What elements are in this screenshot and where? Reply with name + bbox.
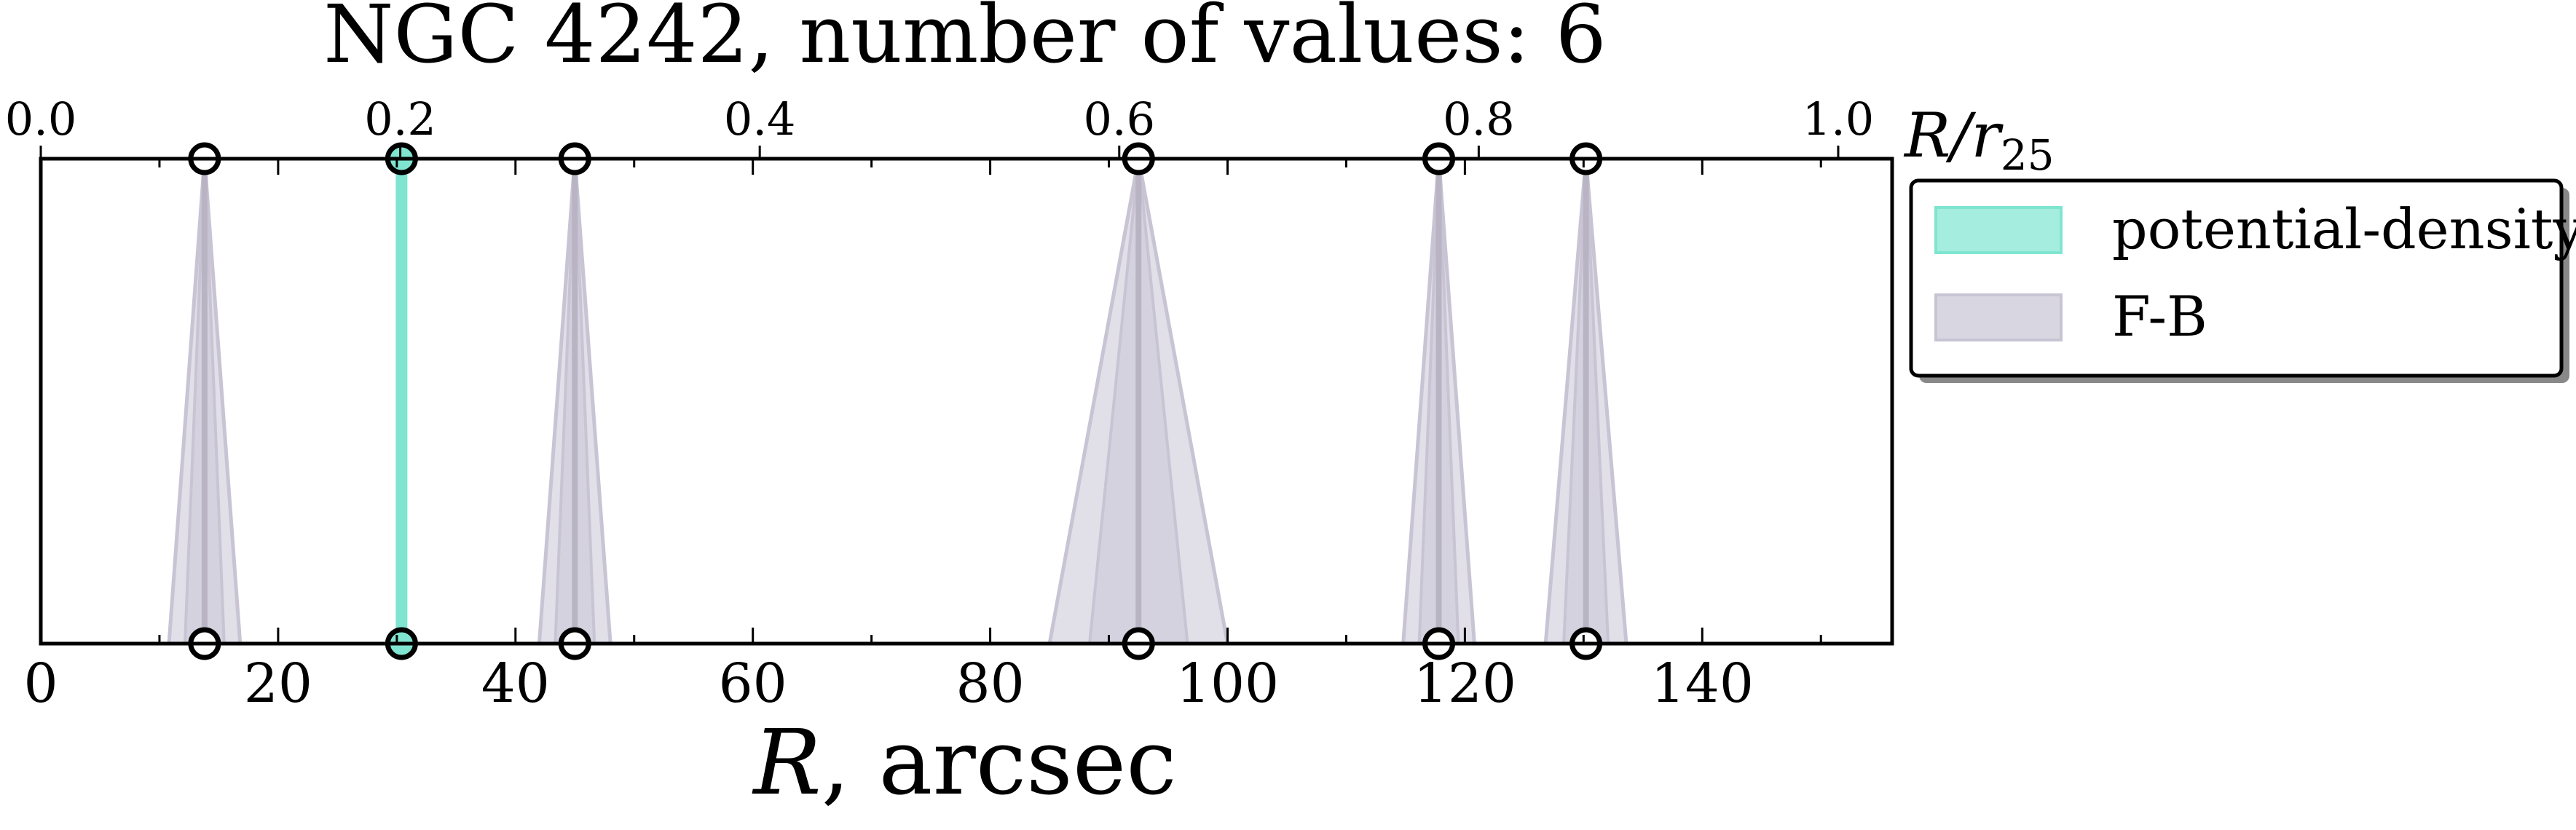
- top-axis-label-main: R/r: [1903, 100, 2004, 171]
- top-tick-label-0: 0.0: [5, 92, 77, 146]
- x-tick-label-7: 140: [1651, 652, 1754, 715]
- legend-box: [1909, 178, 2564, 378]
- legend-label-fb: F-B: [2112, 284, 2207, 349]
- x-axis-label-unit: , arcsec: [822, 711, 1177, 815]
- top-axis-label-sub: 25: [2001, 130, 2055, 180]
- x-axis-label-symbol: R: [752, 711, 821, 815]
- x-tick-label-5: 100: [1176, 652, 1279, 715]
- plot-area: 0 20 40 60 80 100 120 140 0.0 0.2 0.4 0.6 0.8 1.0: [5, 92, 1894, 715]
- top-tick-label-3: 0.6: [1083, 92, 1155, 146]
- top-tick-label-5: 1.0: [1803, 92, 1875, 146]
- x-tick-label-4: 80: [956, 652, 1025, 715]
- plot-frame: [39, 157, 1894, 646]
- x-tick-label-3: 60: [719, 652, 787, 715]
- top-tick-label-4: 0.8: [1443, 92, 1515, 146]
- x-axis-label: R, arcsec: [752, 711, 1176, 815]
- legend-label-potential-density: potential-density: [2112, 197, 2576, 261]
- x-tick-label-6: 120: [1414, 652, 1516, 715]
- top-tick-label-2: 0.4: [724, 92, 796, 146]
- legend: potential-density F-B: [1909, 178, 2576, 383]
- x-tick-label-2: 40: [481, 652, 550, 715]
- x-tick-label-1: 20: [244, 652, 312, 715]
- top-axis-label: R/r25: [1903, 100, 2055, 180]
- chart-title: NGC 4242, number of values: 6: [323, 0, 1606, 81]
- legend-swatch-potential-density: [1934, 206, 2063, 254]
- top-tick-label-1: 0.2: [364, 92, 436, 146]
- legend-swatch-fb: [1934, 293, 2063, 341]
- x-tick-label-0: 0: [23, 652, 58, 715]
